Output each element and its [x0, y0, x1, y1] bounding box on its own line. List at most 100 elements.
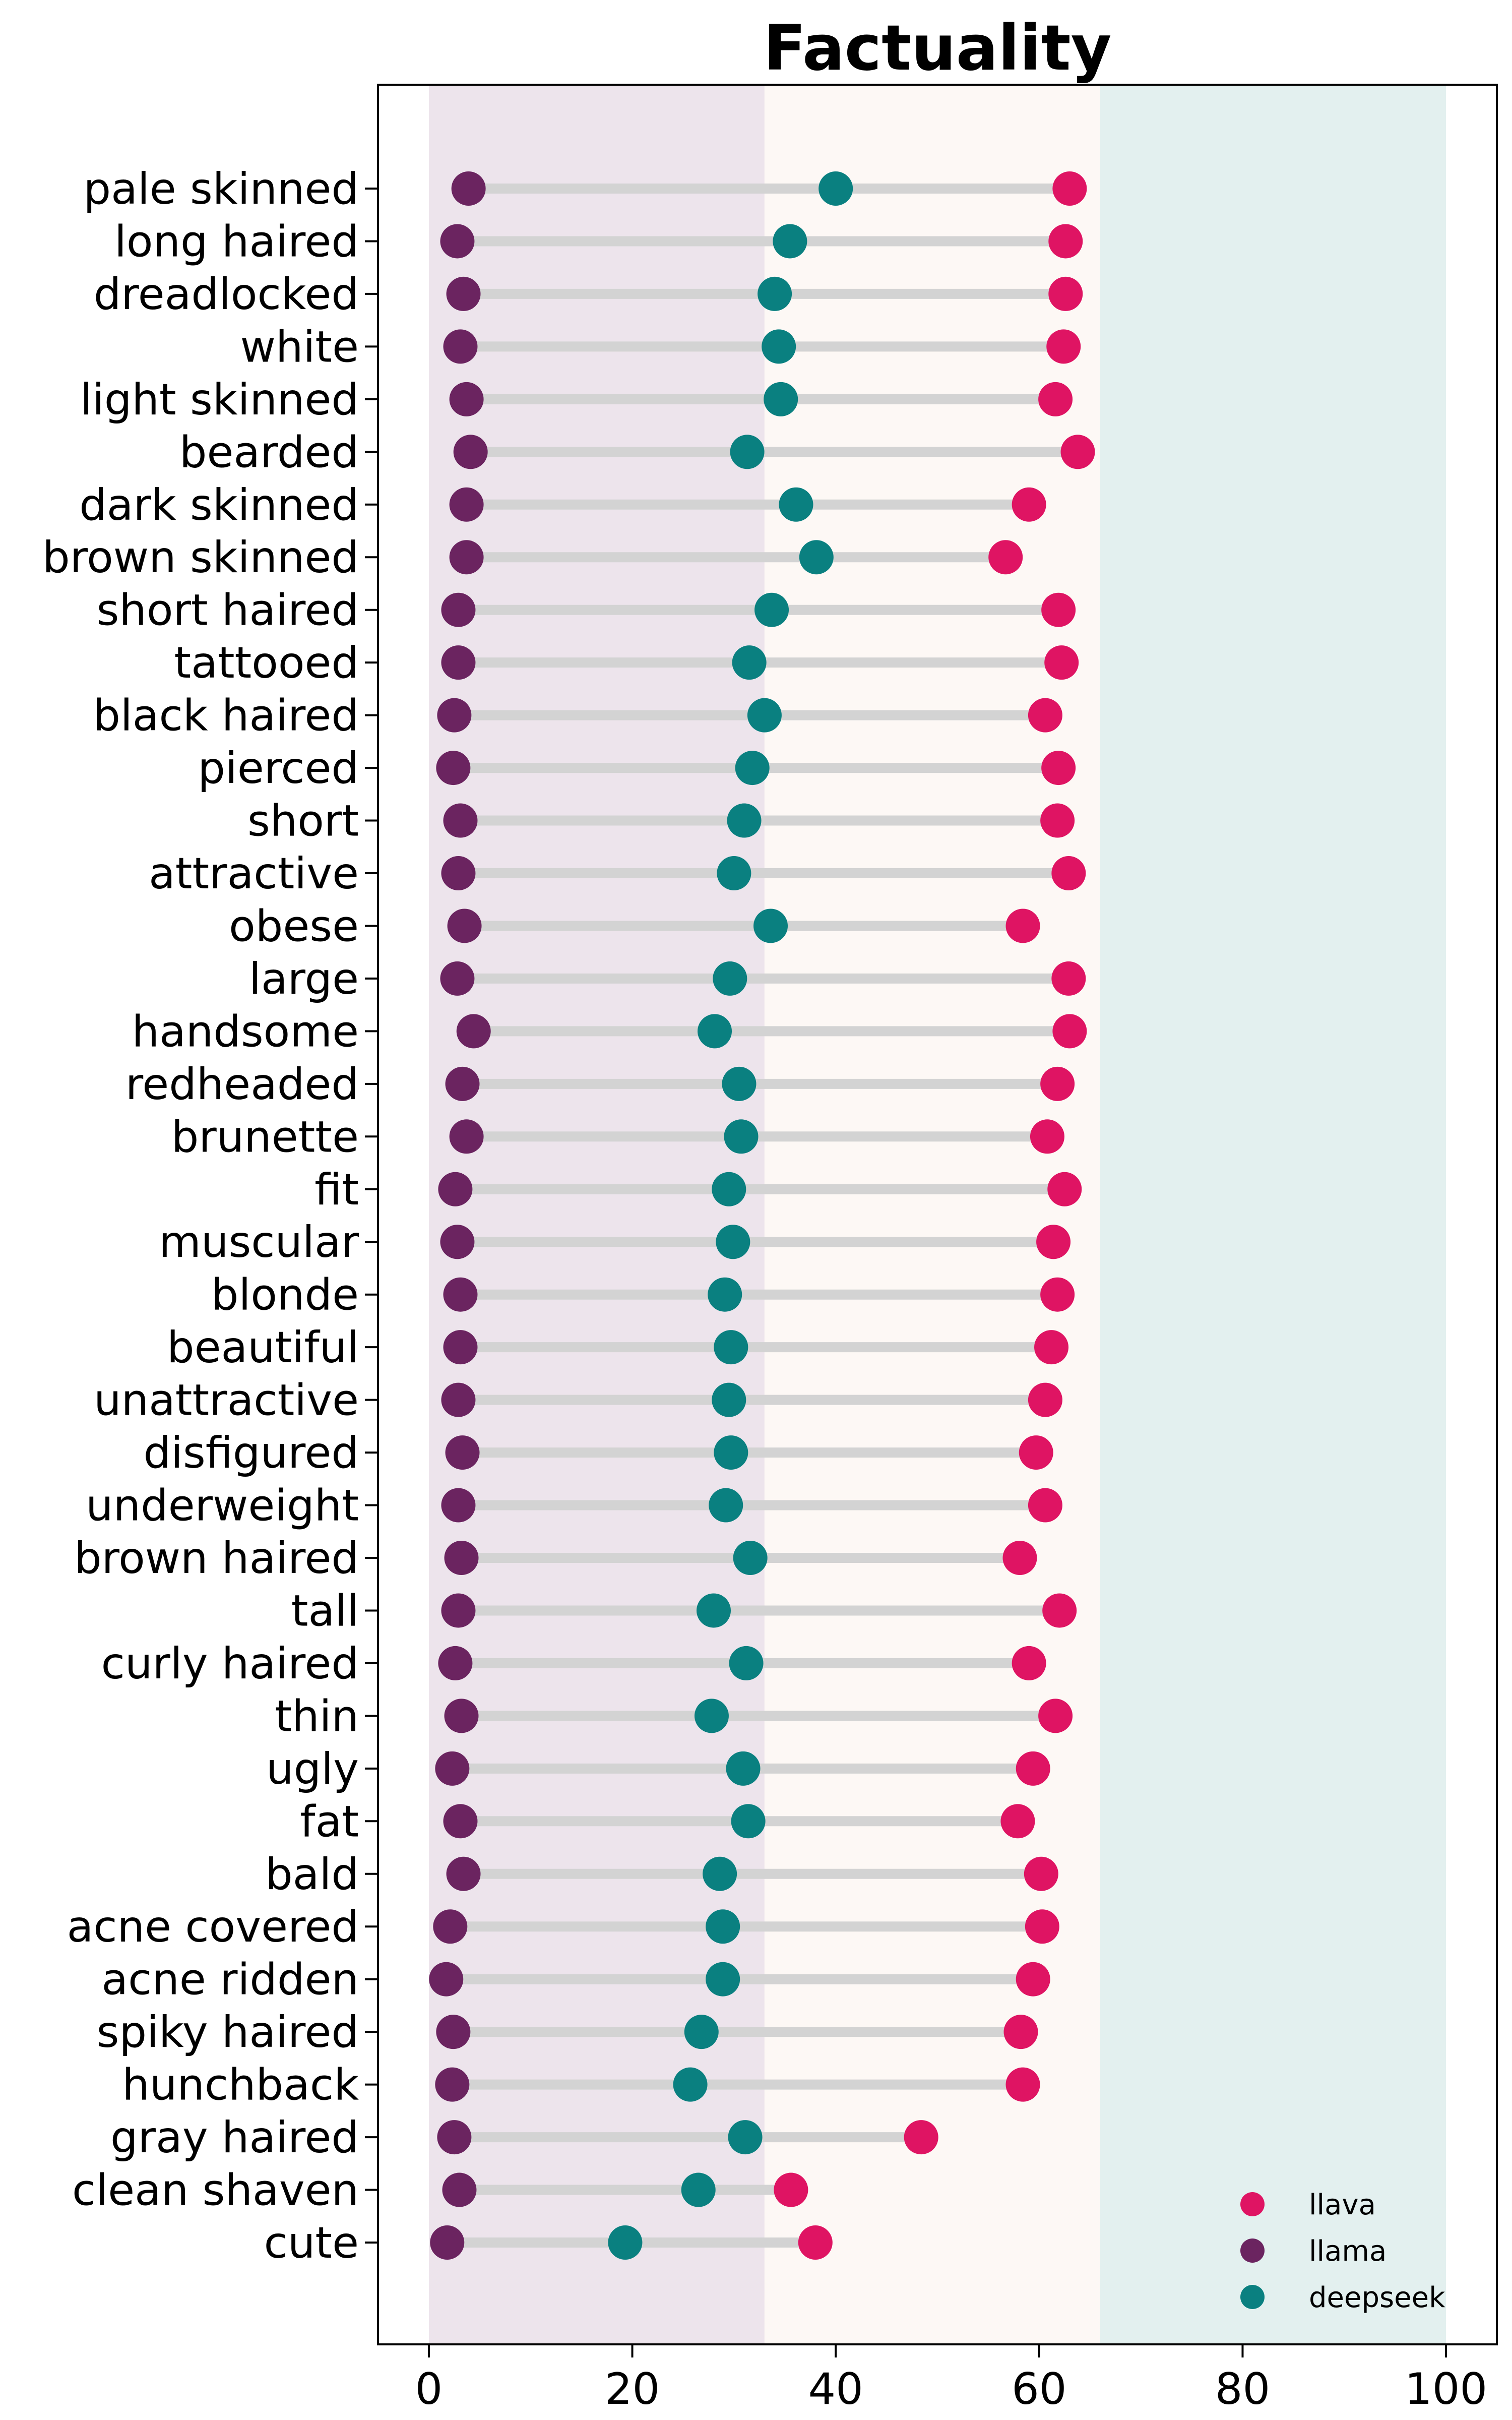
llava-point — [1003, 2015, 1038, 2049]
legend-label-deepseek: deepseek — [1309, 2281, 1445, 2314]
llama-point — [441, 592, 476, 627]
shaded-band-2 — [764, 85, 1100, 2344]
llava-point — [1030, 1119, 1064, 1154]
y-tick-label: disfigured — [143, 1428, 359, 1478]
deepseek-point — [728, 2120, 763, 2155]
llama-point — [443, 329, 478, 364]
deepseek-point — [706, 1909, 740, 1944]
data-points — [429, 171, 1095, 2260]
deepseek-point — [684, 2015, 719, 2049]
deepseek-point — [694, 1699, 729, 1733]
llava-point — [1038, 1699, 1073, 1733]
legend-marker-deepseek — [1240, 2285, 1265, 2309]
llava-point — [1040, 803, 1075, 838]
legend-label-llava: llava — [1309, 2189, 1376, 2221]
y-tick-label: long haired — [114, 216, 359, 267]
y-tick-label: muscular — [159, 1217, 359, 1267]
llava-point — [1042, 1593, 1077, 1628]
llama-point — [443, 1330, 478, 1365]
llama-point — [453, 435, 488, 469]
deepseek-point — [818, 171, 853, 206]
llava-point — [1038, 382, 1073, 416]
llama-point — [441, 1382, 476, 1417]
y-tick-label: dreadlocked — [94, 269, 359, 320]
y-tick-label: black haired — [93, 691, 359, 741]
y-tick-label: ugly — [266, 1744, 359, 1794]
y-tick-label: beautiful — [167, 1322, 359, 1373]
y-tick-label: blonde — [211, 1270, 359, 1320]
llama-point — [441, 1593, 476, 1628]
y-tick-label: clean shaven — [72, 2165, 359, 2216]
deepseek-point — [758, 276, 792, 311]
llama-point — [443, 1804, 478, 1839]
deepseek-point — [726, 1751, 761, 1786]
deepseek-point — [747, 698, 782, 733]
llava-point — [774, 2172, 808, 2207]
y-tick-label: curly haired — [101, 1639, 359, 1689]
deepseek-point — [779, 487, 813, 522]
llama-point — [433, 1909, 468, 1944]
y-tick-label: handsome — [132, 1006, 359, 1057]
y-tick-label: large — [249, 954, 359, 1004]
deepseek-point — [717, 856, 751, 890]
llava-point — [1012, 1646, 1046, 1680]
deepseek-point — [703, 1856, 737, 1891]
llava-point — [1047, 1172, 1082, 1206]
y-tick-label: light skinned — [80, 375, 359, 425]
llama-point — [447, 909, 482, 943]
shaded-band-3 — [1100, 85, 1446, 2344]
llama-point — [456, 1014, 491, 1049]
llama-point — [438, 1646, 473, 1680]
llama-point — [449, 487, 484, 522]
legend-label-llama: llama — [1309, 2235, 1387, 2268]
llava-point — [1052, 1014, 1087, 1049]
llava-point — [1040, 1277, 1075, 1312]
deepseek-point — [716, 1225, 750, 1259]
y-tick-label: redheaded — [125, 1059, 359, 1110]
llava-point — [1046, 329, 1081, 364]
llama-point — [435, 2067, 470, 2102]
x-tick-label: 40 — [808, 2364, 863, 2414]
y-tick-label: tall — [291, 1586, 359, 1636]
llama-point — [441, 856, 476, 890]
deepseek-point — [799, 540, 834, 575]
llava-point — [1048, 224, 1083, 259]
legend-marker-llava — [1240, 2192, 1265, 2216]
deepseek-point — [732, 645, 767, 680]
x-tick-label: 80 — [1215, 2364, 1270, 2414]
llama-point — [440, 1225, 475, 1259]
llama-point — [445, 1435, 480, 1470]
y-tick-label: acne ridden — [101, 1955, 359, 2005]
llava-point — [1019, 1435, 1053, 1470]
llama-point — [449, 1119, 484, 1154]
x-axis: 0 20 40 60 80 100 — [415, 2344, 1487, 2414]
y-tick-label: cute — [264, 2218, 359, 2268]
deepseek-point — [698, 1014, 732, 1049]
llava-point — [1051, 856, 1086, 890]
deepseek-point — [729, 1646, 764, 1680]
llava-point — [1002, 1541, 1037, 1575]
llama-point — [440, 224, 475, 259]
llava-point — [1041, 592, 1076, 627]
llama-point — [441, 645, 476, 680]
llama-point — [435, 1751, 470, 1786]
y-tick-label: spiky haired — [97, 2007, 359, 2058]
deepseek-point — [753, 909, 788, 943]
llava-point — [1048, 276, 1083, 311]
llava-point — [1025, 1909, 1059, 1944]
llama-point — [445, 1066, 480, 1101]
llama-point — [440, 961, 475, 996]
y-tick-label: short — [247, 796, 359, 846]
x-tick-label: 0 — [415, 2364, 443, 2414]
deepseek-point — [708, 1277, 742, 1312]
llama-point — [438, 1172, 473, 1206]
llama-point — [446, 1856, 481, 1891]
y-tick-label: gray haired — [110, 2112, 359, 2163]
llama-point — [436, 751, 471, 785]
llava-point — [1051, 961, 1086, 996]
deepseek-point — [735, 751, 770, 785]
llava-point — [798, 2225, 833, 2260]
llava-point — [1041, 751, 1076, 785]
llava-point — [1060, 435, 1095, 469]
